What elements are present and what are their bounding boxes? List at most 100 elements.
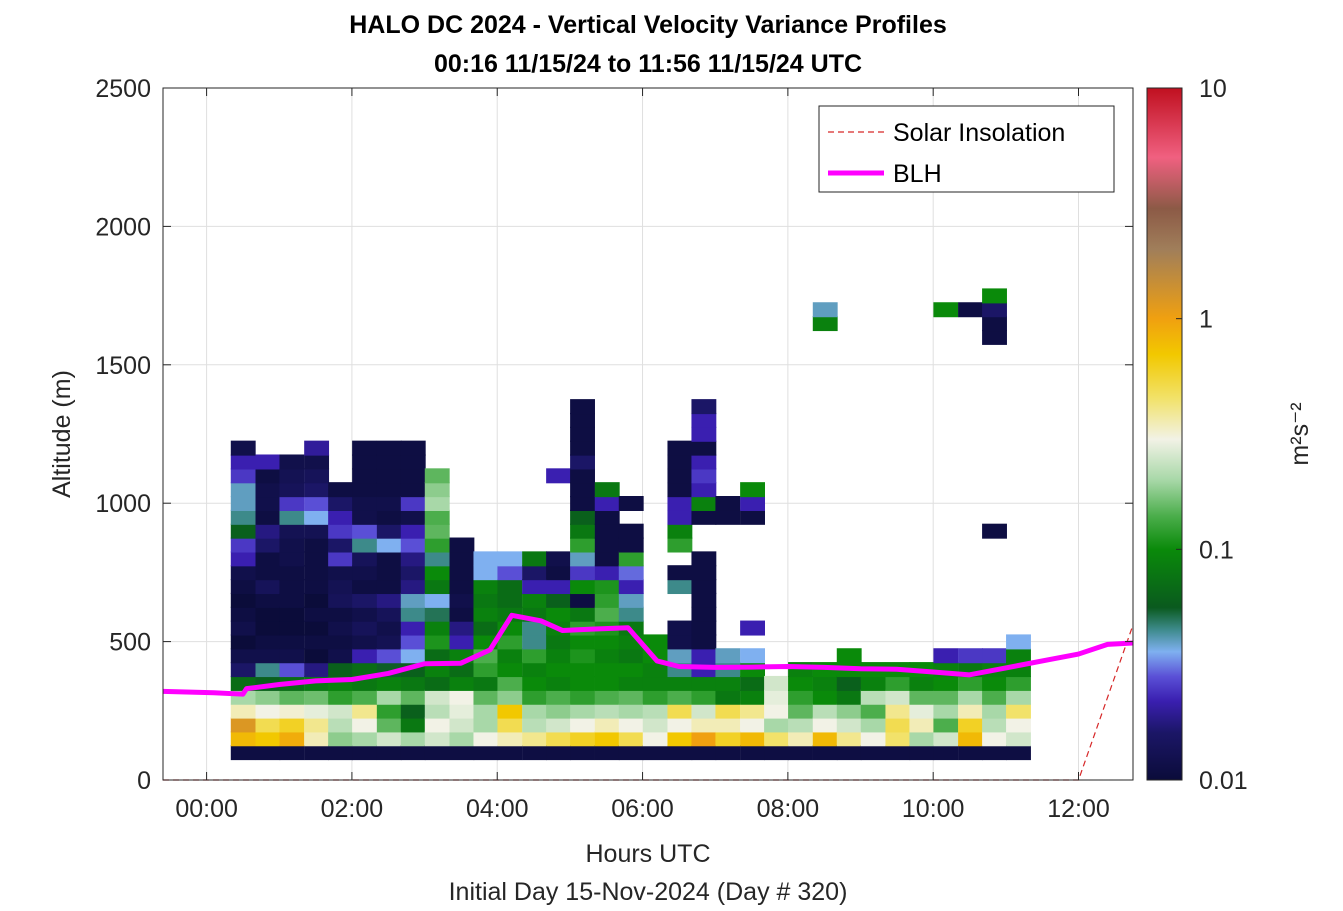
chart-subtitle: 00:16 11/15/24 to 11:56 11/15/24 UTC xyxy=(434,50,862,78)
heatmap-cell xyxy=(449,537,475,553)
heatmap-cell xyxy=(376,551,402,567)
heatmap-cell xyxy=(812,745,838,761)
heatmap-cell xyxy=(594,523,620,539)
colorbar-tick-label: 1 xyxy=(1199,306,1213,334)
heatmap-cell xyxy=(836,689,862,705)
heatmap-cell xyxy=(570,523,595,539)
heatmap-cell xyxy=(304,509,330,525)
heatmap-cell xyxy=(376,482,402,498)
heatmap-cell xyxy=(230,662,256,678)
x-tick-label: 12:00 xyxy=(1047,795,1110,823)
heatmap-cell xyxy=(691,454,717,470)
heatmap-cell xyxy=(667,634,693,650)
heatmap-cell xyxy=(376,592,402,608)
heatmap-cell xyxy=(497,634,523,650)
heatmap-cell xyxy=(860,689,886,705)
heatmap-cell xyxy=(497,675,523,691)
heatmap-cell xyxy=(400,565,426,581)
x-axis-label-secondary: Initial Day 15-Nov-2024 (Day # 320) xyxy=(449,878,848,906)
heatmap-cell xyxy=(594,579,620,595)
heatmap-cell xyxy=(909,703,935,719)
heatmap-cell xyxy=(352,606,377,622)
heatmap-cell xyxy=(230,648,256,664)
heatmap-cell xyxy=(424,468,450,484)
heatmap-cell xyxy=(352,648,377,664)
heatmap-cell xyxy=(352,509,377,525)
heatmap-cell xyxy=(667,454,693,470)
heatmap-cell xyxy=(400,703,426,719)
heatmap-cell xyxy=(812,717,838,733)
heatmap-cell xyxy=(691,745,717,761)
heatmap-cell xyxy=(304,606,330,622)
heatmap-cell xyxy=(230,620,256,636)
heatmap-cell xyxy=(328,509,354,525)
heatmap-cell xyxy=(424,731,450,747)
heatmap-cell xyxy=(255,620,281,636)
y-tick-label: 0 xyxy=(137,767,151,795)
heatmap-cell xyxy=(594,482,620,498)
heatmap-cell xyxy=(376,565,402,581)
heatmap-cell xyxy=(304,592,330,608)
heatmap-cell xyxy=(836,745,862,761)
heatmap-cell xyxy=(230,523,256,539)
heatmap-cell xyxy=(230,440,256,456)
heatmap-cell xyxy=(594,565,620,581)
heatmap-cell xyxy=(279,703,305,719)
heatmap-cell xyxy=(546,717,571,733)
colorbar-ticks: 0.01 0.1 1 10 xyxy=(1176,75,1248,795)
heatmap-cell xyxy=(230,606,256,622)
heatmap-cell xyxy=(473,689,499,705)
heatmap-cell xyxy=(788,675,813,691)
heatmap-cell xyxy=(400,634,426,650)
heatmap-cell xyxy=(1006,689,1031,705)
heatmap-cell xyxy=(304,496,330,511)
heatmap-cell xyxy=(570,426,595,442)
heatmap-cell xyxy=(522,689,548,705)
heatmap-cell xyxy=(909,717,935,733)
heatmap-cell xyxy=(473,551,499,567)
heatmap-cell xyxy=(667,745,693,761)
heatmap-cell xyxy=(279,689,305,705)
heatmap-cell xyxy=(812,675,838,691)
heatmap-cell xyxy=(1006,675,1031,691)
heatmap-cell xyxy=(255,496,281,511)
heatmap-cell xyxy=(933,745,959,761)
heatmap-cell xyxy=(691,468,717,484)
heatmap-cell xyxy=(691,496,717,511)
heatmap-cell xyxy=(715,509,741,525)
colorbar-tick-label: 0.1 xyxy=(1199,536,1234,564)
heatmap-cell xyxy=(352,703,377,719)
heatmap-cell xyxy=(352,537,377,553)
heatmap-cell xyxy=(740,745,765,761)
heatmap-cell xyxy=(933,703,959,719)
heatmap-cell xyxy=(982,302,1007,318)
heatmap-cell xyxy=(546,675,571,691)
heatmap-cell xyxy=(304,689,330,705)
heatmap-cell xyxy=(449,703,475,719)
heatmap-cell xyxy=(812,689,838,705)
heatmap-cell xyxy=(691,579,717,595)
heatmap-cell xyxy=(570,496,595,511)
heatmap-cell xyxy=(376,468,402,484)
heatmap-cell xyxy=(255,745,281,761)
heatmap-cell xyxy=(691,412,717,428)
heatmap-cell xyxy=(352,731,377,747)
heatmap-cell xyxy=(304,565,330,581)
heatmap-cell xyxy=(522,620,548,636)
heatmap-cell xyxy=(715,703,741,719)
heatmap-cell xyxy=(570,689,595,705)
heatmap-cell xyxy=(328,662,354,678)
heatmap-cell xyxy=(982,675,1007,691)
heatmap-cell xyxy=(376,731,402,747)
heatmap-cell xyxy=(376,634,402,650)
heatmap-cell xyxy=(497,592,523,608)
heatmap-cell xyxy=(740,731,765,747)
heatmap-cell xyxy=(546,648,571,664)
heatmap-cell xyxy=(279,717,305,733)
heatmap-cell xyxy=(933,302,959,318)
heatmap-cell xyxy=(279,454,305,470)
heatmap-cell xyxy=(449,662,475,678)
series-line-blh xyxy=(162,612,1134,697)
heatmap-cell xyxy=(279,551,305,567)
heatmap-cell xyxy=(400,454,426,470)
